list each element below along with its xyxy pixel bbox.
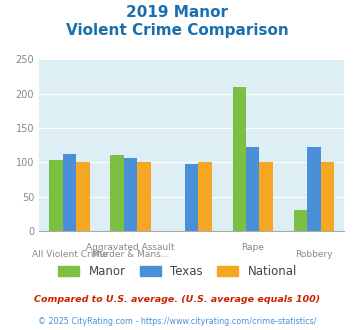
Bar: [294, 211, 307, 231]
Text: Violent Crime Comparison: Violent Crime Comparison: [66, 23, 289, 38]
Bar: [63, 154, 76, 231]
Bar: [49, 160, 63, 231]
Bar: [137, 162, 151, 231]
Bar: [307, 147, 321, 231]
Bar: [246, 147, 260, 231]
Text: 2019 Manor: 2019 Manor: [126, 5, 229, 20]
Text: Robbery: Robbery: [295, 250, 333, 259]
Bar: [260, 162, 273, 231]
Bar: [321, 162, 334, 231]
Bar: [124, 158, 137, 231]
Text: Murder & Mans...: Murder & Mans...: [92, 250, 169, 259]
Bar: [198, 162, 212, 231]
Bar: [110, 155, 124, 231]
Text: © 2025 CityRating.com - https://www.cityrating.com/crime-statistics/: © 2025 CityRating.com - https://www.city…: [38, 317, 317, 326]
Bar: [233, 87, 246, 231]
Text: All Violent Crime: All Violent Crime: [32, 250, 108, 259]
Text: Compared to U.S. average. (U.S. average equals 100): Compared to U.S. average. (U.S. average …: [34, 295, 321, 304]
Bar: [76, 162, 90, 231]
Text: Aggravated Assault: Aggravated Assault: [86, 243, 175, 252]
Text: Rape: Rape: [241, 243, 264, 252]
Legend: Manor, Texas, National: Manor, Texas, National: [54, 262, 301, 282]
Bar: [185, 164, 198, 231]
